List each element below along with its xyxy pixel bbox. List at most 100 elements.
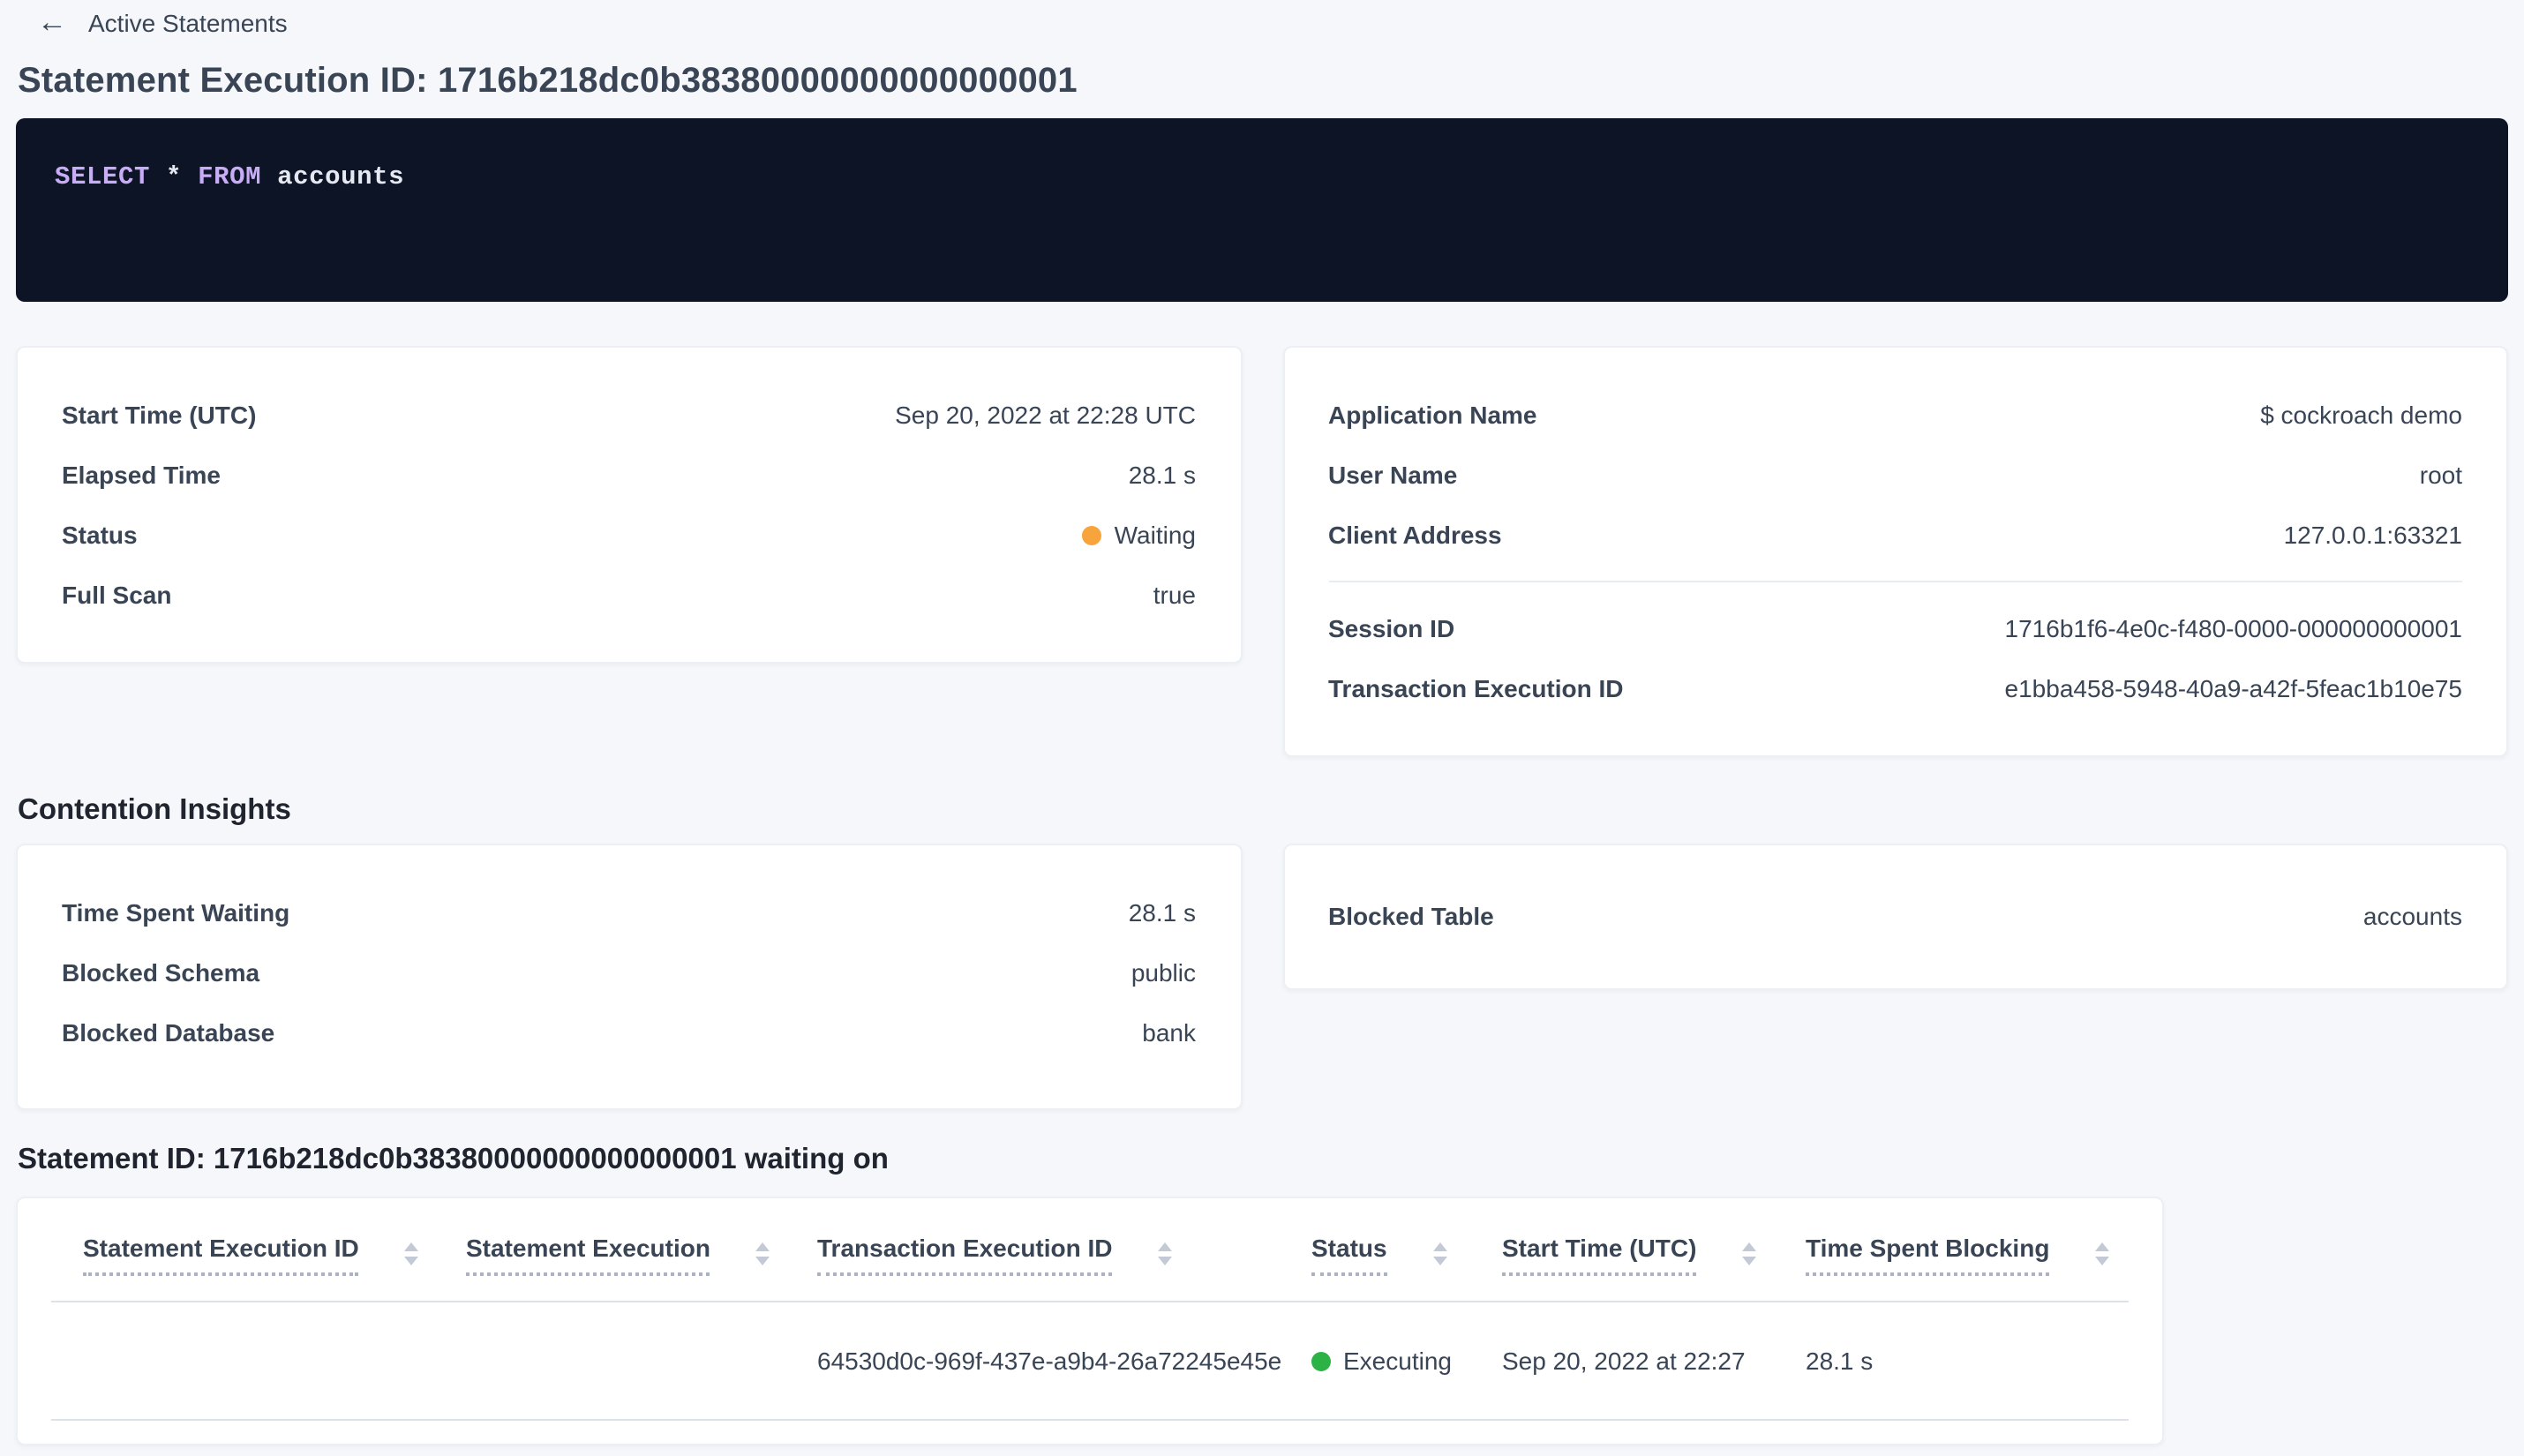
row-value: true: [1153, 581, 1196, 609]
back-link-active-statements[interactable]: ← Active Statements: [37, 0, 2508, 39]
cell-status: Executing: [1311, 1347, 1502, 1375]
summary-row-elapsed-time: Elapsed Time 28.1 s: [62, 445, 1196, 505]
column-header-label: Statement Execution: [466, 1234, 710, 1276]
contention-blocked-table-card: Blocked Table accounts: [1282, 844, 2508, 990]
column-header-label: Status: [1311, 1234, 1387, 1276]
summary-row-full-scan: Full Scan true: [62, 565, 1196, 625]
row-label: Full Scan: [62, 581, 172, 609]
summary-row-application-name: Application Name $ cockroach demo: [1328, 385, 2462, 445]
sort-icon[interactable]: [1432, 1242, 1447, 1265]
row-value: 127.0.0.1:63321: [2283, 521, 2462, 549]
row-label: Client Address: [1328, 521, 1502, 549]
summary-row-start-time: Start Time (UTC) Sep 20, 2022 at 22:28 U…: [62, 385, 1196, 445]
spacer: [18, 1276, 2162, 1301]
page-title: Statement Execution ID: 1716b218dc0b3838…: [18, 62, 1078, 101]
sql-statement-box: SELECT * FROM accounts: [16, 118, 2508, 302]
summary-row-time-spent-waiting: Time Spent Waiting 28.1 s: [62, 882, 1196, 942]
column-header-label: Start Time (UTC): [1502, 1234, 1697, 1276]
sort-down-icon: [2095, 1257, 2110, 1265]
row-label: Start Time (UTC): [62, 401, 257, 429]
summary-row-blocked-database: Blocked Database bank: [62, 1002, 1196, 1062]
sql-statement-text: SELECT * FROM accounts: [55, 162, 2469, 194]
status-badge: Waiting: [1082, 517, 1196, 552]
sql-keyword: SELECT: [55, 164, 151, 192]
column-header-status[interactable]: Status: [1311, 1234, 1502, 1276]
column-header-time-spent-blocking[interactable]: Time Spent Blocking: [1806, 1234, 2120, 1276]
column-header-label: Time Spent Blocking: [1806, 1234, 2050, 1276]
contention-cards-row: Time Spent Waiting 28.1 s Blocked Schema…: [16, 844, 2508, 1110]
summary-row-blocked-schema: Blocked Schema public: [62, 942, 1196, 1002]
sql-text: *: [150, 164, 199, 192]
row-label: Blocked Database: [62, 1018, 275, 1047]
row-value: 28.1 s: [1128, 898, 1196, 927]
cell-transaction-execution-id: 64530d0c-969f-437e-a9b4-26a72245e45e: [817, 1347, 1282, 1375]
summary-row-blocked-table: Blocked Table accounts: [1328, 898, 2462, 934]
sort-icon[interactable]: [1742, 1242, 1757, 1265]
sort-down-icon: [404, 1257, 419, 1265]
divider: [1328, 581, 2462, 582]
column-header-label: Transaction Execution ID: [817, 1234, 1113, 1276]
row-label: Time Spent Waiting: [62, 898, 290, 927]
execution-overview-card: Start Time (UTC) Sep 20, 2022 at 22:28 U…: [16, 346, 1242, 664]
row-value: accounts: [2362, 902, 2462, 930]
column-header-statement-execution-id[interactable]: Statement Execution ID: [83, 1234, 466, 1276]
back-link-label: Active Statements: [88, 9, 288, 37]
status-text: Executing: [1343, 1347, 1452, 1375]
row-label: User Name: [1328, 461, 1458, 489]
row-value: root: [2419, 461, 2462, 489]
sort-down-icon: [755, 1257, 770, 1265]
cell-start-time: Sep 20, 2022 at 22:27: [1502, 1347, 1746, 1375]
column-header-label: Statement Execution ID: [83, 1234, 359, 1276]
row-value: 28.1 s: [1128, 461, 1196, 489]
row-label: Session ID: [1328, 614, 1455, 642]
column-header-start-time[interactable]: Start Time (UTC): [1502, 1234, 1806, 1276]
divider: [51, 1419, 2129, 1421]
sort-icon[interactable]: [404, 1242, 419, 1265]
row-label: Application Name: [1328, 401, 1537, 429]
sort-up-icon: [404, 1242, 419, 1251]
row-value: Sep 20, 2022 at 22:28 UTC: [895, 401, 1196, 429]
arrow-left-icon: ←: [37, 5, 67, 39]
summary-row-user-name: User Name root: [1328, 445, 2462, 505]
cell-time-spent-blocking: 28.1 s: [1806, 1347, 1874, 1375]
row-value: $ cockroach demo: [2260, 401, 2462, 429]
status-waiting-dot-icon: [1082, 525, 1102, 544]
column-header-statement-execution[interactable]: Statement Execution: [466, 1234, 817, 1276]
sort-up-icon: [1742, 1242, 1757, 1251]
sort-down-icon: [1742, 1257, 1757, 1265]
summary-row-transaction-execution-id: Transaction Execution ID e1bba458-5948-4…: [1328, 658, 2462, 718]
row-label: Blocked Schema: [62, 958, 260, 987]
waiting-on-table: Statement Execution ID Statement Executi…: [16, 1197, 2164, 1445]
row-value: public: [1131, 958, 1196, 987]
sql-keyword: FROM: [198, 164, 262, 192]
sort-icon[interactable]: [755, 1242, 770, 1265]
sort-icon[interactable]: [2095, 1242, 2110, 1265]
row-value: bank: [1142, 1018, 1196, 1047]
row-label: Blocked Table: [1328, 902, 1494, 930]
status-text: Waiting: [1114, 521, 1196, 549]
transaction-execution-id-link[interactable]: e1bba458-5948-40a9-a42f-5feac1b10e75: [2004, 674, 2462, 702]
session-id-link[interactable]: 1716b1f6-4e0c-f480-0000-000000000001: [2004, 614, 2462, 642]
waiting-on-heading: Statement ID: 1716b218dc0b38380000000000…: [18, 1144, 889, 1175]
sort-down-icon: [1432, 1257, 1447, 1265]
sort-up-icon: [755, 1242, 770, 1251]
summary-row-client-address: Client Address 127.0.0.1:63321: [1328, 505, 2462, 565]
sort-up-icon: [2095, 1242, 2110, 1251]
summary-row-status: Status Waiting: [62, 505, 1196, 565]
sort-icon[interactable]: [1158, 1242, 1173, 1265]
sort-up-icon: [1432, 1242, 1447, 1251]
divider: [51, 1301, 2129, 1302]
contention-insights-heading: Contention Insights: [18, 794, 291, 826]
row-label: Transaction Execution ID: [1328, 674, 1624, 702]
row-label: Elapsed Time: [62, 461, 222, 489]
contention-waiting-card: Time Spent Waiting 28.1 s Blocked Schema…: [16, 844, 1242, 1110]
overview-cards-row: Start Time (UTC) Sep 20, 2022 at 22:28 U…: [16, 346, 2508, 757]
status-executing-dot-icon: [1311, 1351, 1331, 1370]
sql-text: accounts: [261, 164, 405, 192]
table-row: 64530d0c-969f-437e-a9b4-26a72245e45e Exe…: [18, 1302, 2162, 1419]
column-header-transaction-execution-id[interactable]: Transaction Execution ID: [817, 1234, 1311, 1276]
sort-down-icon: [1158, 1257, 1173, 1265]
sort-up-icon: [1158, 1242, 1173, 1251]
table-header-row: Statement Execution ID Statement Executi…: [18, 1198, 2162, 1276]
